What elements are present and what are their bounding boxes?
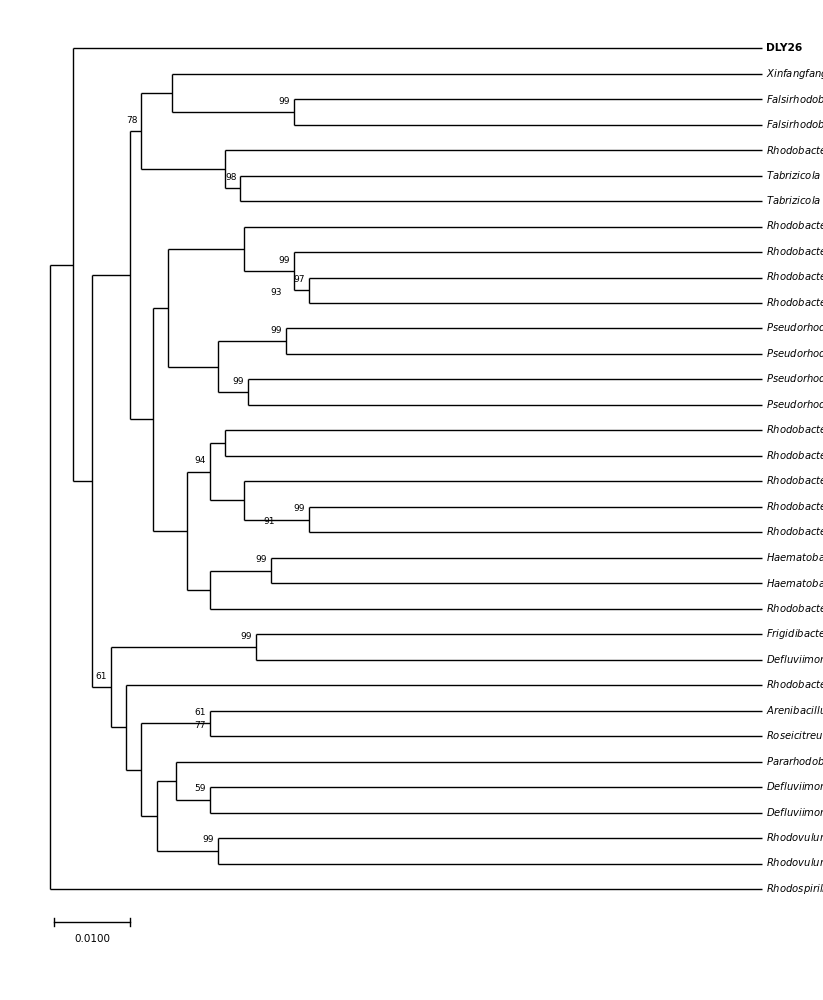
Text: $\it{Rhodobacter}$ $\it{blasticus}$ ATCC 33485$^T$(CP020470): $\it{Rhodobacter}$ $\it{blasticus}$ ATCC…	[766, 143, 823, 158]
Text: $\it{Defluviimonas}$ $\it{alba}$ cai42$^T$(CP012661): $\it{Defluviimonas}$ $\it{alba}$ cai42$^…	[766, 652, 823, 667]
Text: 99: 99	[202, 835, 214, 844]
Text: $\it{Pseudorhodobacter}$ $\it{aquaticus}$ DC2N1-10$^T$(KT985057): $\it{Pseudorhodobacter}$ $\it{aquaticus}…	[766, 372, 823, 387]
Text: $\it{Rhodobacter}$ $\it{viridis}$ JA737$^T$(HE572577): $\it{Rhodobacter}$ $\it{viridis}$ JA737$…	[766, 295, 823, 311]
Text: $\it{Rhodobacter}$ $\it{capsulatus}$ DSMT 1710$^T$JGI.1048965): $\it{Rhodobacter}$ $\it{capsulatus}$ DSM…	[766, 219, 823, 234]
Text: $\it{Rhodobacter}$ $\it{veldkampii}$ ATCC 35703$^T$(D16421): $\it{Rhodobacter}$ $\it{veldkampii}$ ATC…	[766, 677, 823, 693]
Text: 99: 99	[294, 504, 305, 513]
Text: $\it{Rhodobacter}$ $\it{ovatus}$ JA234$^T$(AM690348): $\it{Rhodobacter}$ $\it{ovatus}$ JA234$^…	[766, 423, 823, 438]
Text: $\it{Haematobacter}$ $\it{massiliensis}$ CCUG 47968$^T$(DQ342309): $\it{Haematobacter}$ $\it{massiliensis}$…	[766, 576, 823, 591]
Text: 94: 94	[195, 456, 207, 465]
Text: $\it{Rhodospirillum}$ $\it{rubrum}$ strain ATCC 11170$^T$(CP000230): $\it{Rhodospirillum}$ $\it{rubrum}$ stra…	[766, 881, 823, 897]
Text: 98: 98	[226, 173, 237, 182]
Text: 61: 61	[95, 672, 107, 681]
Text: $\it{Defluviimonas}$ $\it{indica}$ 20V17$^T$(AYXI01000121): $\it{Defluviimonas}$ $\it{indica}$ 20V17…	[766, 805, 823, 820]
Text: $\it{Rhodobacter}$ $\it{sediminis}$ N1$^T$(LT009496): $\it{Rhodobacter}$ $\it{sediminis}$ N1$^…	[766, 245, 823, 259]
Text: 93: 93	[271, 288, 282, 297]
Text: 99: 99	[233, 377, 244, 386]
Text: $\it{Rhodovulum}$ $\it{kholense}$ JA297$^T$(AM748927): $\it{Rhodovulum}$ $\it{kholense}$ JA297$…	[766, 830, 823, 846]
Text: $\it{Tabrizicola}$ $\it{fusiformis}$ SY72$^T$(MF543060): $\it{Tabrizicola}$ $\it{fusiformis}$ SY7…	[766, 168, 823, 183]
Text: $\it{Tabrizicola}$ $\it{aquatica}$ RCRII9$^T$(HQ392507): $\it{Tabrizicola}$ $\it{aquatica}$ RCRII…	[766, 193, 823, 209]
Text: $\it{Roseicitreum}$ $\it{antarcticum}$ CGMCC 1.8894$^T$(JGI.1058060): $\it{Roseicitreum}$ $\it{antarcticum}$ C…	[766, 728, 823, 744]
Text: $\it{Rhodovulum}$ $\it{mangrovi}$ AK41$^T$(HG529993): $\it{Rhodovulum}$ $\it{mangrovi}$ AK41$^…	[766, 856, 823, 871]
Text: $\it{Pararhodobacter}$ $\it{aggregans}$ D1-19$^T$(AM403160): $\it{Pararhodobacter}$ $\it{aggregans}$ …	[766, 754, 823, 770]
Text: 97: 97	[294, 275, 305, 284]
Text: $\it{Rhodobacter}$ $\it{azotoformans}$ KA25$^T$(D70846): $\it{Rhodobacter}$ $\it{azotoformans}$ K…	[766, 449, 823, 463]
Text: 99: 99	[271, 326, 282, 335]
Text: $\it{Pseudorhodobacter}$ $\it{aquimaris}$ KCTC 23043$^T$(LGHS01000052): $\it{Pseudorhodobacter}$ $\it{aquimaris}…	[766, 346, 823, 362]
Text: $\it{Haematobacter}$ $\it{missouriensis}$ CCUG 52307$^T$(JFGS01000070): $\it{Haematobacter}$ $\it{missouriensis}…	[766, 550, 823, 566]
Text: 99: 99	[256, 555, 267, 564]
Text: $\it{Rhodobacter}$ $\it{sphaeroides}$ ATH 2.4.1$^T$(CP000143): $\it{Rhodobacter}$ $\it{sphaeroides}$ AT…	[766, 499, 823, 515]
Text: $\it{Pseudorhodobacter}$ $\it{collinsensis}$ 4-T-34$^T$(KM978076): $\it{Pseudorhodobacter}$ $\it{collinsens…	[766, 398, 823, 412]
Text: 99: 99	[278, 256, 290, 265]
Text: $\it{Rhodobacter}$ $\it{megalophilus}$ DSM 18937$^T$(JGI.1096507): $\it{Rhodobacter}$ $\it{megalophilus}$ D…	[766, 524, 823, 540]
Text: 61: 61	[195, 708, 207, 717]
Text: $\it{Pseudorhodobacter}$ $\it{ponti}$ HWR-46$^T$(KX771233): $\it{Pseudorhodobacter}$ $\it{ponti}$ HW…	[766, 321, 823, 336]
Text: 78: 78	[126, 116, 137, 125]
Text: $\it{Frigidibacter}$ $\it{albus}$ SP32$^T$(KF944301): $\it{Frigidibacter}$ $\it{albus}$ SP32$^…	[766, 626, 823, 642]
Text: 99: 99	[278, 97, 290, 106]
Text: $\it{Arenibacillus}$ $\it{arenosus}$ CAU 1304$^T$(KT369807): $\it{Arenibacillus}$ $\it{arenosus}$ CAU…	[766, 703, 823, 718]
Text: $\it{Falsirhodobacter}$ $\it{halotolerans}$ JA744$^T$(HE662814): $\it{Falsirhodobacter}$ $\it{halotoleran…	[766, 117, 823, 133]
Text: 77: 77	[195, 721, 207, 730]
Text: $\it{Rhodobacter}$ $\it{johrii}$ JA192$^T$(MABH01000164): $\it{Rhodobacter}$ $\it{johrii}$ JA192$^…	[766, 473, 823, 489]
Text: $\it{Rhodobacter}$ $\it{azollae}$ JA912$^T$(LN810641): $\it{Rhodobacter}$ $\it{azollae}$ JA912$…	[766, 270, 823, 285]
Text: $\it{Falsirhodobacter}$ $\it{deserti}$ W4029$^T$(KF268394): $\it{Falsirhodobacter}$ $\it{deserti}$ W…	[766, 92, 823, 107]
Text: $\it{Xinfangfangia}$ $\it{soli}$ ZQBW$^T$(MG190346): $\it{Xinfangfangia}$ $\it{soli}$ ZQBW$^T…	[766, 66, 823, 82]
Text: 99: 99	[240, 632, 252, 641]
Text: $\it{Rhodobacter}$ $\it{vinaykumarii}$ DSM 18714$^T$(JGI.1096505): $\it{Rhodobacter}$ $\it{vinaykumarii}$ D…	[766, 601, 823, 617]
Text: 91: 91	[263, 517, 275, 526]
Text: 59: 59	[195, 784, 207, 793]
Text: $\it{Defluviimonas}$ $\it{pyrenivorans}$ PrR001$^T$(MF774691): $\it{Defluviimonas}$ $\it{pyrenivorans}$…	[766, 779, 823, 795]
Text: DLY26: DLY26	[766, 43, 802, 53]
Text: 0.0100: 0.0100	[74, 934, 110, 944]
